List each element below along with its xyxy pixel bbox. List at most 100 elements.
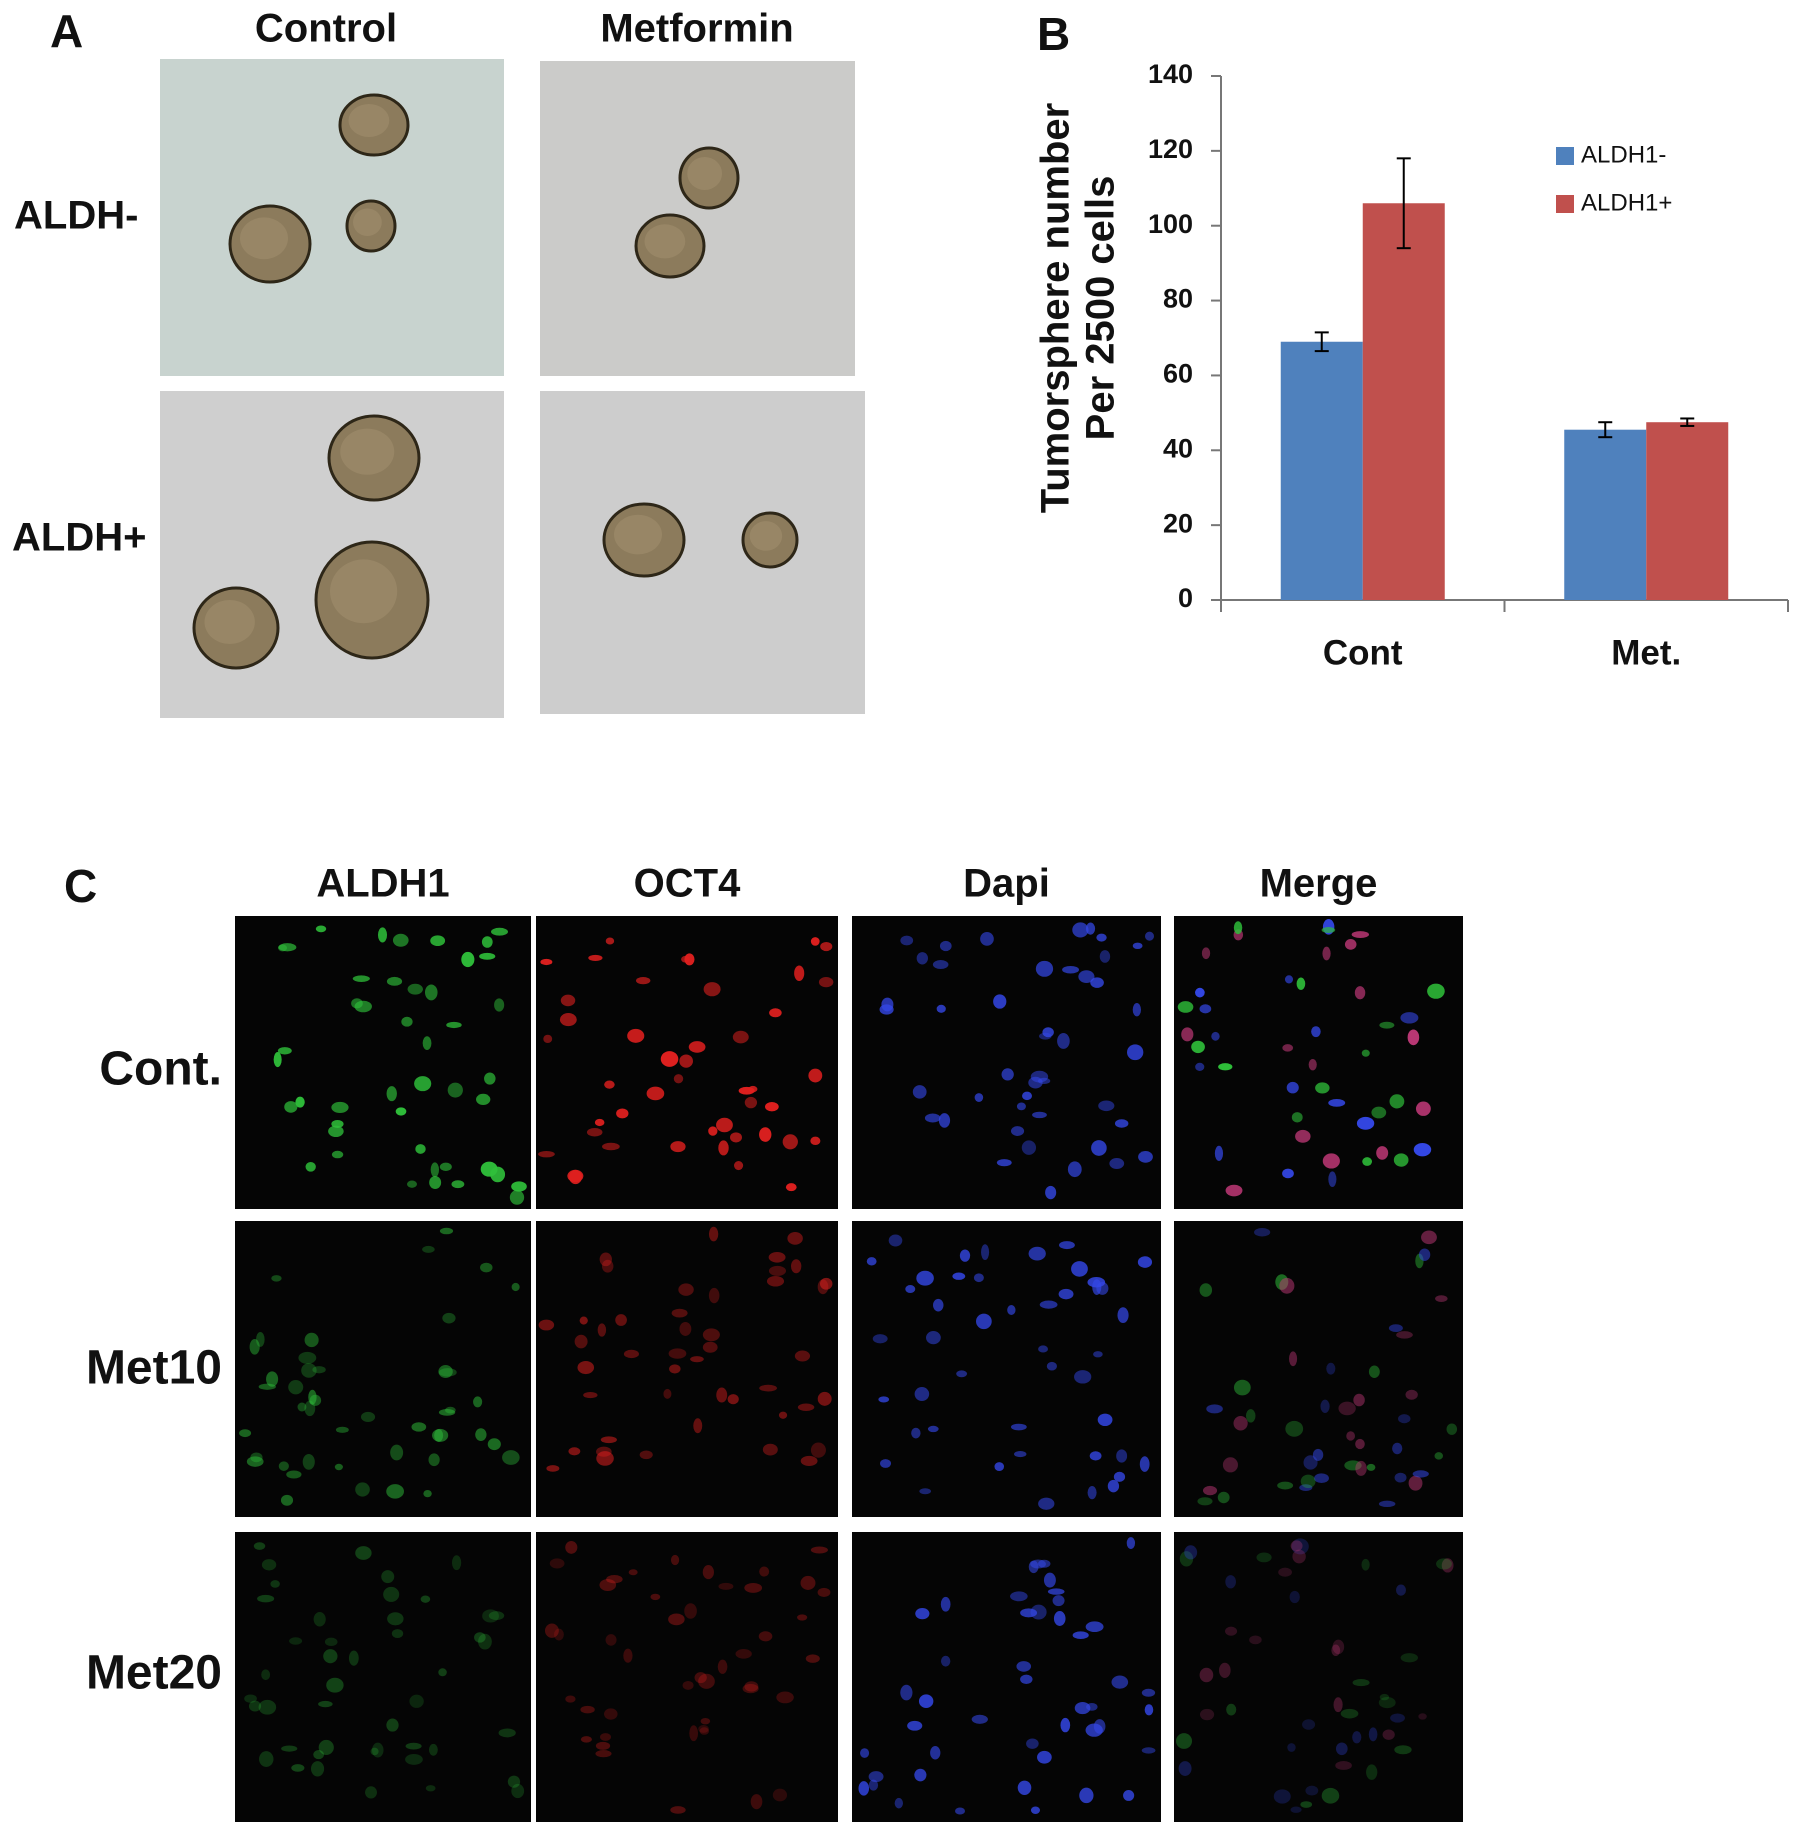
- cell: [1354, 986, 1366, 1000]
- cell: [1093, 1351, 1103, 1358]
- cell: [668, 1348, 687, 1359]
- cell: [810, 1546, 828, 1554]
- cell: [1085, 1621, 1104, 1633]
- cell: [604, 1080, 615, 1089]
- cell: [682, 1680, 694, 1690]
- cell: [1418, 1248, 1431, 1261]
- cell: [1072, 922, 1089, 938]
- cell: [370, 1747, 379, 1756]
- cell: [1225, 1184, 1243, 1197]
- cell: [727, 1394, 739, 1405]
- cell: [1096, 933, 1107, 942]
- cell: [938, 1113, 951, 1128]
- cell: [331, 1150, 344, 1159]
- cell: [1037, 1077, 1051, 1085]
- column-label: OCT4: [634, 862, 741, 906]
- cell: [1132, 1003, 1141, 1017]
- cell: [894, 1797, 904, 1809]
- cell: [916, 1270, 934, 1286]
- cell: [1233, 1379, 1251, 1396]
- cell: [1378, 1500, 1396, 1508]
- cell: [308, 1389, 317, 1405]
- cell: [461, 951, 475, 968]
- cell: [430, 935, 446, 947]
- cell: [939, 940, 952, 952]
- cell: [927, 1425, 939, 1433]
- cell: [1446, 1423, 1458, 1435]
- cell: [1314, 1473, 1329, 1484]
- cell: [1352, 1679, 1370, 1687]
- cell: [1346, 1431, 1356, 1441]
- cell: [602, 1142, 620, 1151]
- cell: [915, 1607, 930, 1620]
- cell: [1413, 1142, 1432, 1157]
- cell: [693, 1418, 703, 1434]
- cell: [924, 1113, 941, 1123]
- cell: [766, 1275, 785, 1287]
- cell: [1302, 1719, 1316, 1730]
- cell: [473, 1396, 483, 1408]
- cell: [1233, 921, 1243, 935]
- cell: [304, 1400, 316, 1417]
- cell: [390, 1444, 404, 1461]
- cell: [430, 1162, 440, 1178]
- cell: [1179, 1551, 1194, 1567]
- cell: [474, 1632, 486, 1643]
- cell: [554, 1628, 564, 1641]
- legend-label: ALDH1+: [1581, 189, 1672, 216]
- cell: [360, 1411, 376, 1422]
- cell: [1038, 1559, 1051, 1568]
- cell: [599, 1578, 617, 1591]
- cell: [1218, 1063, 1233, 1071]
- cell: [1191, 1040, 1205, 1054]
- cell: [546, 1465, 560, 1472]
- cell: [438, 1668, 447, 1677]
- cell: [1308, 1058, 1317, 1071]
- cell: [401, 1016, 413, 1027]
- tumorsphere-texture: [749, 521, 783, 551]
- cell: [930, 1745, 941, 1760]
- cell: [291, 1764, 305, 1772]
- cell: [438, 1365, 453, 1379]
- cell: [673, 1074, 684, 1084]
- cell: [335, 1426, 349, 1433]
- cell: [735, 1649, 752, 1659]
- cell: [491, 927, 509, 936]
- cell: [933, 1298, 944, 1312]
- cell: [918, 1694, 934, 1709]
- cell: [782, 1134, 798, 1150]
- cell: [678, 1283, 694, 1296]
- cell: [383, 1586, 400, 1602]
- cell: [280, 1494, 294, 1506]
- cell: [1226, 1703, 1237, 1716]
- cell: [1030, 1806, 1041, 1815]
- cell: [597, 1323, 607, 1337]
- cell: [429, 1175, 442, 1190]
- cell: [819, 1277, 833, 1290]
- cell: [881, 997, 894, 1012]
- cell: [635, 977, 651, 985]
- cell: [1435, 1295, 1448, 1303]
- cell: [1175, 1733, 1193, 1749]
- cell: [905, 1285, 916, 1294]
- cell: [956, 1370, 968, 1378]
- cell: [1379, 1021, 1395, 1029]
- cell: [1043, 1572, 1056, 1588]
- cell: [717, 1659, 728, 1674]
- cell: [1393, 1153, 1409, 1167]
- bar: [1564, 429, 1647, 600]
- cell: [1114, 1119, 1129, 1128]
- cell: [800, 1455, 818, 1467]
- cell: [785, 1183, 797, 1192]
- cell: [1127, 1044, 1144, 1061]
- cell: [1057, 1033, 1070, 1049]
- cell: [1405, 1389, 1418, 1400]
- cell: [538, 1150, 555, 1158]
- cell: [286, 1470, 302, 1479]
- cell: [1139, 1456, 1150, 1472]
- tumorsphere-texture: [644, 224, 686, 259]
- cell: [1245, 1409, 1256, 1423]
- cell: [1249, 1635, 1262, 1645]
- panel-label: B: [1037, 8, 1070, 60]
- cell: [1087, 1486, 1097, 1500]
